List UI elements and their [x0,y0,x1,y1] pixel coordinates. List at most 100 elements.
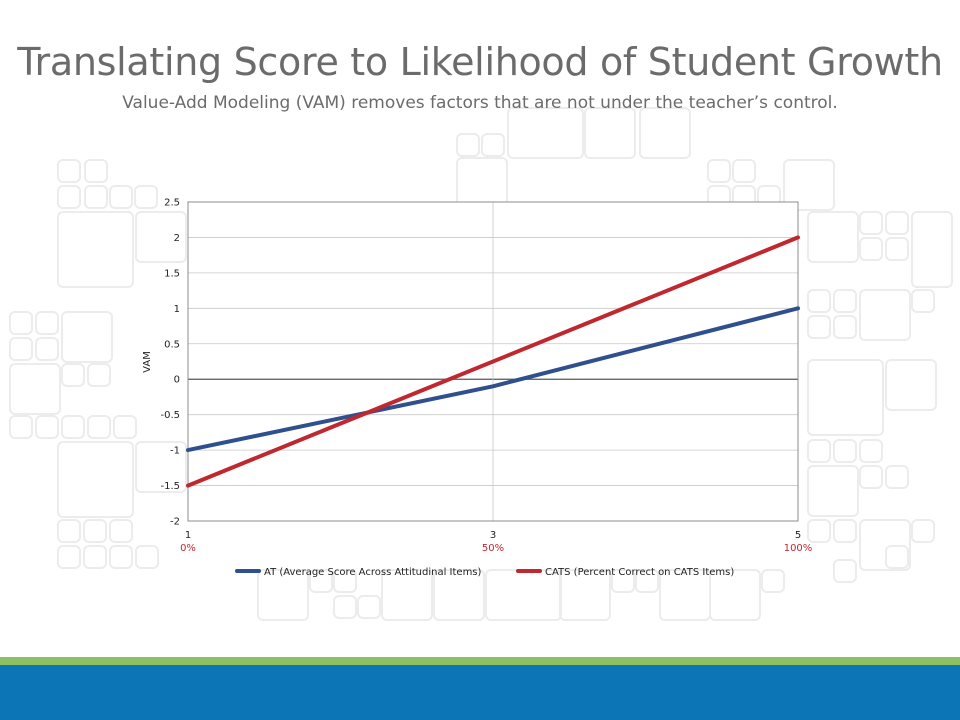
background-square [61,311,113,363]
y-tick-label: 2.5 [164,198,180,209]
background-square [885,359,937,411]
background-square [911,519,935,543]
background-square [83,545,107,569]
series-line [186,306,800,453]
background-square [109,545,133,569]
background-square [807,211,859,263]
y-tick-labels: 2.5 2 1.5 1 0.5 0 -0.5 -1 -1.5 -2 [160,198,180,528]
background-square [859,289,911,341]
background-square [833,289,857,313]
background-square [135,441,187,493]
background-square [9,415,33,439]
y-tick-label: 1 [174,304,180,315]
background-square [885,465,909,489]
slide-title: Translating Score to Likelihood of Stude… [17,40,943,84]
legend-label: CATS (Percent Correct on CATS Items) [545,567,734,578]
background-square [859,439,883,463]
background-square [83,519,107,543]
background-square [135,545,159,569]
background-square [707,159,731,183]
background-square [61,363,85,387]
legend: AT (Average Score Across Attitudinal Ite… [235,567,734,578]
background-square [807,519,831,543]
background-square [807,289,831,313]
background-square [109,185,133,209]
background-square [57,545,81,569]
series-lines [186,235,800,488]
background-square [639,107,691,159]
y-tick-label: 0 [174,375,180,386]
background-square [257,569,309,621]
x-tick-label: 3 [490,530,496,541]
background-square [859,237,883,261]
background-square [807,465,859,517]
background-square [481,133,505,157]
y-tick-label: -2 [170,517,180,528]
background-square [9,363,61,415]
y-tick-label: -1.5 [160,481,180,492]
x-tick-labels: 1 0% 3 50% 5 100% [180,530,812,554]
background-square [84,185,108,209]
background-square [57,159,81,183]
background-square [885,211,909,235]
plot-frame [187,201,799,522]
y-tick-label: 0.5 [164,339,180,350]
background-square [84,159,108,183]
background-square [783,159,835,211]
background-square [135,211,187,263]
background-square [833,439,857,463]
background-square [381,569,433,621]
y-tick-label: -0.5 [160,410,180,421]
background-square [807,315,831,339]
legend-label: AT (Average Score Across Attitudinal Ite… [264,567,482,578]
background-square [709,569,761,621]
background-square [507,107,584,159]
gridlines [187,201,799,522]
background-square [87,363,111,387]
background-square [35,337,59,361]
background-square [911,211,953,288]
background-square [113,415,137,439]
background-square [433,569,485,621]
background-square [885,237,909,261]
background-square [833,559,857,583]
y-tick-label: 2 [174,233,180,244]
background-square [57,185,81,209]
background-square [885,545,909,569]
x-percent-label: 50% [482,543,504,554]
background-square [109,519,133,543]
y-tick-label: -1 [170,446,180,457]
background-square [61,415,85,439]
slide-subtitle: Value-Add Modeling (VAM) removes factors… [122,93,838,113]
series-line [186,235,800,488]
background-square [357,595,381,619]
background-square [859,211,883,235]
background-square [807,439,831,463]
background-square [807,359,884,436]
background-square [35,415,59,439]
background-square [456,133,480,157]
background-square [57,211,134,288]
background-square [859,465,883,489]
x-percent-label: 100% [784,543,813,554]
background-square [732,159,756,183]
background-square [9,311,33,335]
background-square [761,569,785,593]
footer-green-band [0,657,960,665]
background-square [9,337,33,361]
background-square [35,311,59,335]
background-square [57,441,134,518]
background-square [309,569,333,593]
vam-line-chart: 2.5 2 1.5 1 0.5 0 -0.5 -1 -1.5 -2 1 0% 3 50% 5 100% VA… [142,198,812,579]
footer-blue-band [0,665,960,720]
y-axis-label: VAM [142,351,153,373]
background-square [833,519,857,543]
background-square [333,569,357,593]
background-square [57,519,81,543]
background-square [635,569,659,593]
background-square [611,569,635,593]
y-tick-label: 1.5 [164,268,180,279]
x-tick-label: 1 [185,530,191,541]
background-square [333,595,357,619]
x-tick-label: 5 [795,530,801,541]
